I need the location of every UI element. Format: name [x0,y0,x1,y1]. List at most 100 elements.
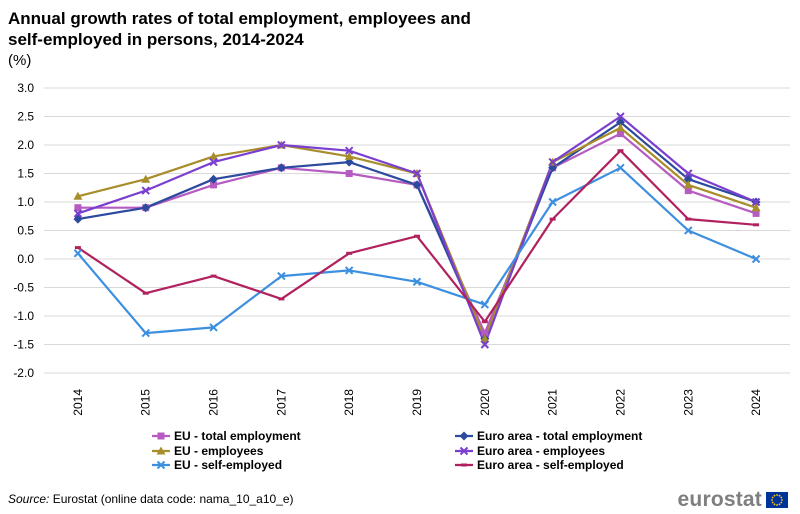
marker-x-stroke [412,277,422,287]
data-point [156,446,166,455]
marker-square [616,130,624,138]
marker-x-stroke [344,266,354,275]
legend-item: Euro area - total employment [455,429,642,443]
marker-x-stroke [73,209,83,218]
flag-star [778,503,781,506]
eurostat-logo[interactable]: eurostat [678,488,788,512]
marker-diamond [276,163,286,173]
marker-square [481,329,489,337]
y-tick-label: 1.5 [17,167,34,181]
data-point [480,300,490,309]
y-tick-label: 3.0 [17,81,34,95]
marker-triangle [751,203,761,212]
legend-label: EU - total employment [174,429,301,443]
marker-x-stroke [344,146,354,155]
data-point [209,151,219,160]
data-point [684,187,692,195]
marker-x-stroke [209,323,218,332]
marker-x-stroke [548,197,557,207]
data-point [481,329,489,337]
marker-x-stroke [156,460,166,470]
data-point [616,112,625,121]
marker-x-stroke [141,328,150,338]
data-point [459,446,469,456]
flag-star [771,501,774,504]
marker-x-stroke [751,254,761,264]
data-point [210,274,217,278]
marker-x-stroke [480,340,490,349]
data-point [277,271,286,281]
marker-square [74,204,82,212]
data-point [141,186,150,195]
marker-x-stroke [548,157,557,167]
marker-triangle [73,191,83,200]
x-tick-label: 2017 [274,389,288,416]
marker-dash [549,217,556,221]
data-point [548,197,557,207]
flag-star [776,494,778,496]
marker-x-stroke [459,446,469,456]
data-point [412,169,422,178]
data-point [156,460,166,470]
flag-star [773,494,776,497]
data-point [73,209,83,218]
flag-star [771,496,774,499]
data-point [461,463,467,467]
marker-triangle [209,151,219,160]
legend-label: EU - self-employed [174,458,282,472]
data-point [549,217,556,221]
data-point [683,180,693,189]
source-label: Source: [8,492,50,506]
x-tick-label: 2019 [410,389,424,416]
data-point [751,254,761,264]
marker-diamond [459,431,469,441]
unit-label: (%) [8,52,32,69]
data-point [414,234,420,238]
marker-square [157,432,165,440]
data-point [751,203,761,212]
y-tick-label: 1.0 [17,195,34,209]
y-tick-label: 0.5 [17,224,34,238]
flag-star [773,503,776,506]
legend-item: Euro area - self-employed [455,458,624,472]
y-tick-label: -1.5 [13,338,34,352]
data-point [141,328,150,338]
marker-x-stroke [684,226,693,235]
flag-star [780,501,783,504]
x-tick-label: 2016 [207,389,221,416]
marker-dash [685,217,692,221]
marker-square [210,181,218,189]
x-tick-label: 2020 [478,389,492,416]
marker-triangle [141,174,151,183]
data-point [209,174,219,184]
data-point [277,140,286,150]
marker-dash [210,274,217,278]
data-point [346,251,353,255]
marker-x-stroke [412,169,422,178]
marker-dash [481,320,488,324]
marker-x-stroke [751,197,761,207]
y-tick-label: -0.5 [13,281,34,295]
data-point [615,123,625,132]
marker-square [345,170,353,177]
marker-dash [753,223,760,227]
legend-item: Euro area - employees [455,444,605,458]
marker-triangle [344,151,354,160]
flag-star [780,496,783,499]
marker-triangle [156,446,166,455]
source-note: Source: Eurostat (online data code: nama… [8,492,294,506]
legend-label: Euro area - total employment [477,429,642,443]
marker-dash [346,251,353,255]
data-point [684,226,693,235]
marker-square [684,187,692,195]
marker-x-stroke [616,112,625,121]
data-point [548,157,557,167]
data-point [157,432,165,440]
marker-dash [414,234,420,238]
legend-item: EU - total employment [152,429,301,443]
marker-x-stroke [480,300,490,309]
marker-x-stroke [141,186,150,195]
x-tick-label: 2024 [749,389,763,416]
data-point [74,246,81,250]
